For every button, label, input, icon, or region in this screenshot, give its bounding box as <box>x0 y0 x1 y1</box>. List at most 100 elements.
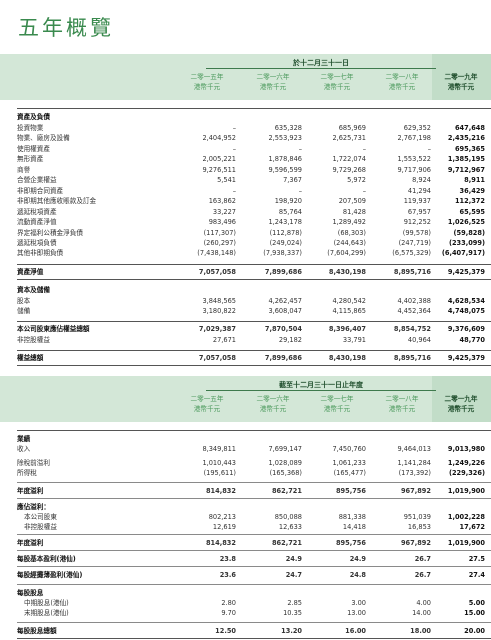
year-header: 二零一六年 港幣千元 <box>256 395 290 413</box>
table-cell: 5.00 <box>468 599 485 607</box>
row-label: 末期股息(港仙) <box>24 609 69 617</box>
divider-line <box>17 279 491 280</box>
table-cell: 8,924 <box>412 176 431 184</box>
table-cell: 26.7 <box>414 571 431 579</box>
year-header: 二零一九年 港幣千元 <box>444 73 478 91</box>
table-cell: 7,057,058 <box>198 268 236 276</box>
table-cell: 1,141,284 <box>397 459 431 467</box>
table-cell: 695,365 <box>454 145 485 153</box>
table-cell: 12,619 <box>212 523 236 531</box>
divider-line <box>17 365 491 366</box>
table-cell: 967,892 <box>400 487 431 495</box>
table-cell: 1,061,233 <box>332 459 366 467</box>
row-label: 每股股息 <box>17 589 44 597</box>
table-cell: (7,604,299) <box>327 249 366 257</box>
table-cell: 9,013,980 <box>447 445 485 453</box>
table-cell: 8,911 <box>464 176 485 184</box>
row-label: 非控股權益 <box>24 523 57 531</box>
year-header: 二零一七年 港幣千元 <box>320 395 354 413</box>
table-cell: 685,969 <box>338 124 366 132</box>
row-label: 所得稅 <box>17 469 37 477</box>
table-cell: 7,899,686 <box>264 354 302 362</box>
row-label: 其他非即期負債 <box>17 249 64 257</box>
divider-line <box>17 498 491 499</box>
table-row: 本公司股東應佔權益總額 7,029,387 7,870,504 8,396,407 8,… <box>0 324 491 335</box>
table-cell: 24.9 <box>285 555 302 563</box>
table-cell: – <box>298 187 302 195</box>
table-cell: 4,262,457 <box>268 297 302 305</box>
divider-line <box>17 321 491 322</box>
year-header: 二零一五年 港幣千元 <box>190 395 224 413</box>
table-cell: 207,509 <box>338 197 366 205</box>
table-cell: 7,057,058 <box>198 354 236 362</box>
table-row: 末期股息(港仙) 9.70 10.35 13.00 14.00 15.00 <box>0 608 491 619</box>
table-row: 業績 <box>0 434 491 445</box>
table-cell: 2,435,216 <box>447 134 485 142</box>
table-row: 每股基本盈利(港仙) 23.8 24.9 24.9 26.7 27.5 <box>0 554 491 565</box>
table-cell: 4,115,865 <box>332 307 366 315</box>
table-cell: 12.50 <box>215 627 236 635</box>
table-cell: 14.00 <box>412 609 431 617</box>
row-label: 流動資產淨值 <box>17 218 57 226</box>
row-label: 資產及負債 <box>17 113 50 121</box>
row-label: 非即期其他應收賬款及訂金 <box>17 197 97 205</box>
table-cell: 647,648 <box>454 124 485 132</box>
table-row: 收入 8,349,811 7,699,147 7,450,760 9,464,013 9,… <box>0 444 491 455</box>
table-row: 年度溢利 814,832 862,721 895,756 967,892 1,019,90… <box>0 486 491 497</box>
year-header: 二零一九年 港幣千元 <box>444 395 478 413</box>
table-cell: 23.6 <box>219 571 236 579</box>
row-label: 界定福利公積金淨負債 <box>17 229 83 237</box>
table-cell: 4,280,542 <box>332 297 366 305</box>
row-label: 合營企業權益 <box>17 176 57 184</box>
row-label: 每股基本盈利(港仙) <box>17 555 76 563</box>
table-cell: 814,832 <box>205 539 236 547</box>
table-cell: 1,289,492 <box>332 218 366 226</box>
table-cell: 4.00 <box>416 599 431 607</box>
table-cell: 8,349,811 <box>202 445 236 453</box>
row-label: 除稅前溢利 <box>17 459 50 467</box>
row-label: 本公司股東應佔權益總額 <box>17 325 90 333</box>
table-cell: 9,729,268 <box>332 166 366 174</box>
table-cell: 27,671 <box>212 336 236 344</box>
table-cell: 9,276,511 <box>202 166 236 174</box>
row-label: 資產淨值 <box>17 268 44 276</box>
table-cell: 1,019,900 <box>447 539 485 547</box>
table-cell: 81,428 <box>342 208 366 216</box>
divider-line <box>17 584 491 585</box>
table-cell: 1,002,228 <box>447 513 485 521</box>
table-cell: (112,878) <box>269 229 302 237</box>
table-row: 年度溢利 814,832 862,721 895,756 967,892 1,019,90… <box>0 538 491 549</box>
year-header: 二零一六年 港幣千元 <box>256 73 290 91</box>
table-cell: 112,372 <box>454 197 485 205</box>
table-cell: 24.8 <box>349 571 366 579</box>
table-cell: 4,402,388 <box>397 297 431 305</box>
table-cell: 881,338 <box>338 513 366 521</box>
table-cell: 7,029,387 <box>198 325 236 333</box>
table-cell: 8,430,198 <box>328 354 366 362</box>
table-cell: 27.4 <box>468 571 485 579</box>
table-cell: 8,895,716 <box>393 354 431 362</box>
table-cell: 13.00 <box>347 609 366 617</box>
year-header: 二零一八年 港幣千元 <box>385 73 419 91</box>
table-cell: 951,039 <box>403 513 431 521</box>
table-cell: 635,328 <box>274 124 302 132</box>
row-label: 每股股息總額 <box>17 627 57 635</box>
row-label: 每股經攤薄盈利(港仙) <box>17 571 83 579</box>
table-row: 除稅前溢利 1,010,443 1,028,089 1,061,233 1,141,28… <box>0 458 491 469</box>
row-label: 商譽 <box>17 166 31 174</box>
row-label: 收入 <box>17 445 31 453</box>
table-row: 物業、廠房及設備 2,404,952 2,553,923 2,625,731 2,767… <box>0 133 491 144</box>
table-cell: 17,672 <box>459 523 485 531</box>
table-cell: 65,595 <box>459 208 485 216</box>
table-cell: (68,303) <box>337 229 366 237</box>
table-row: 權益總額 7,057,058 7,899,686 8,430,198 8,895,716… <box>0 353 491 364</box>
table-cell: 9,464,013 <box>397 445 431 453</box>
row-label: 應佔溢利： <box>17 503 50 511</box>
table-row: 所得稅 (195,611) (165,368) (165,477) (173,392) (… <box>0 468 491 479</box>
table-cell: 36,429 <box>459 187 485 195</box>
caption-rule <box>206 390 436 391</box>
divider-line <box>17 350 491 351</box>
table-cell: 1,553,522 <box>397 155 431 163</box>
table-row: 應佔溢利： <box>0 502 491 513</box>
table-cell: (99,578) <box>402 229 431 237</box>
